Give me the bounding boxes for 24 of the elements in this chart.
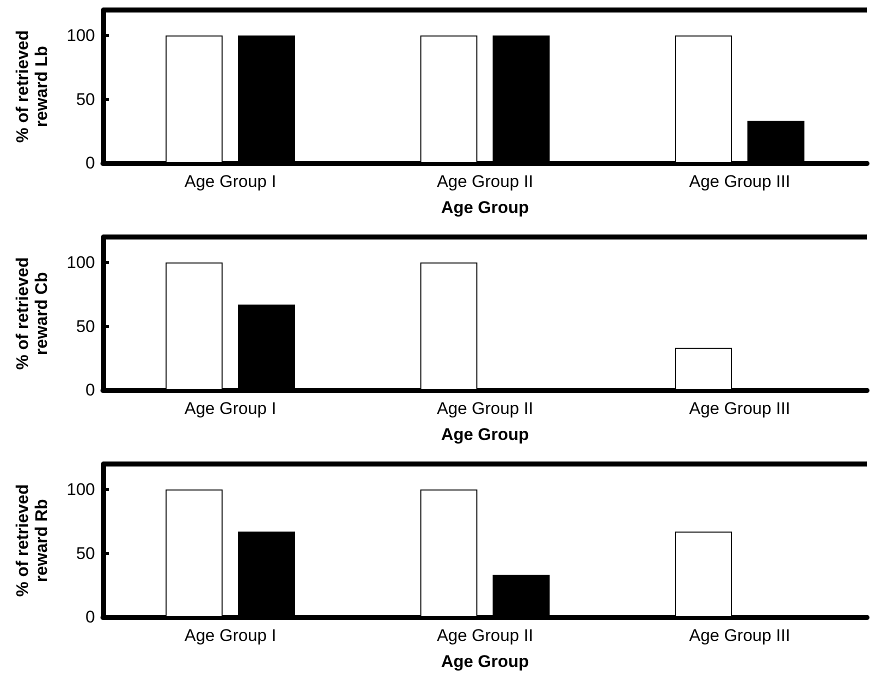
x-axis-title: Age Group (441, 198, 529, 217)
y-axis-title: % of retrieved reward Lb (13, 30, 51, 143)
y-axis-title: % of retrieved reward Cb (13, 257, 51, 370)
y-tick-label: 0 (86, 154, 95, 172)
y-tick-label: 100 (66, 253, 95, 272)
x-tick-label: Age Group II (436, 399, 534, 418)
x-tick-label: Age Group III (689, 172, 790, 191)
y-tick-label: 50 (76, 90, 95, 109)
x-tick-label: Age Group I (184, 626, 276, 645)
y-tick-label: 50 (76, 544, 95, 563)
x-axis-title: Age Group (441, 425, 529, 444)
y-axis-title: % of retrieved reward Rb (13, 484, 51, 597)
x-tick-label: Age Group I (184, 172, 276, 191)
y-tick-label: 50 (76, 316, 95, 336)
x-tick-label: Age Group II (436, 172, 534, 191)
x-tick-label: Age Group III (689, 626, 790, 645)
x-tick-label: Age Group II (436, 626, 534, 645)
x-tick-label: Age Group I (184, 399, 276, 418)
y-tick-label: 0 (86, 380, 95, 400)
y-tick-label: 100 (66, 480, 95, 499)
x-tick-label: Age Group III (689, 399, 790, 418)
x-axis-title: Age Group (441, 652, 529, 671)
y-tick-label: 0 (86, 608, 95, 626)
y-tick-label: 100 (66, 26, 95, 45)
